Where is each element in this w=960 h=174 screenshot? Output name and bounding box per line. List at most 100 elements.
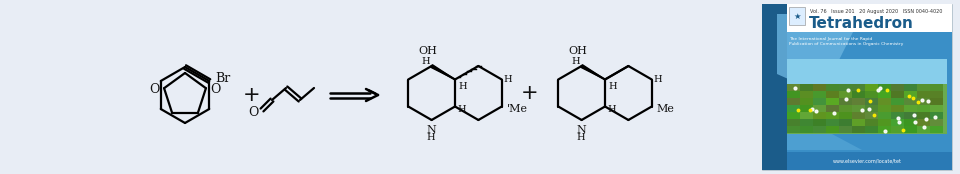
Bar — [762, 4, 952, 170]
Bar — [917, 91, 930, 98]
Bar — [878, 126, 891, 133]
Bar — [787, 59, 947, 134]
Bar — [852, 84, 865, 91]
Text: H: H — [607, 105, 615, 113]
Bar — [800, 91, 813, 98]
Bar — [891, 91, 904, 98]
Polygon shape — [581, 65, 605, 80]
Bar — [904, 98, 917, 105]
Bar — [865, 126, 878, 133]
Bar — [904, 112, 917, 119]
Bar — [826, 84, 839, 91]
Bar — [878, 84, 891, 91]
Bar — [852, 105, 865, 112]
Bar — [917, 119, 930, 126]
Bar — [852, 98, 865, 105]
Text: Me: Me — [657, 104, 675, 113]
Bar — [839, 119, 852, 126]
Text: H: H — [571, 57, 580, 65]
Bar — [904, 119, 917, 126]
Bar — [800, 119, 813, 126]
Bar — [839, 112, 852, 119]
Text: H: H — [457, 105, 466, 113]
Bar — [930, 112, 943, 119]
Bar — [878, 91, 891, 98]
Bar — [787, 98, 800, 105]
Polygon shape — [431, 65, 455, 80]
Bar — [917, 84, 930, 91]
Text: Br: Br — [215, 73, 230, 85]
Bar — [787, 112, 800, 119]
Text: H: H — [654, 75, 662, 84]
Bar — [800, 126, 813, 133]
Bar — [878, 119, 891, 126]
Bar — [930, 91, 943, 98]
Bar — [789, 7, 805, 25]
Bar — [891, 98, 904, 105]
Bar — [865, 112, 878, 119]
Bar — [800, 84, 813, 91]
Text: N: N — [577, 125, 587, 135]
Polygon shape — [787, 110, 862, 150]
Bar — [762, 4, 787, 170]
Text: www.elsevier.com/locate/tet: www.elsevier.com/locate/tet — [832, 159, 901, 164]
Bar — [787, 84, 800, 91]
Bar — [800, 105, 813, 112]
Bar — [930, 84, 943, 91]
Bar — [787, 105, 800, 112]
Bar — [878, 105, 891, 112]
Bar — [917, 112, 930, 119]
Bar — [787, 126, 800, 133]
Bar — [787, 59, 947, 84]
Bar — [891, 105, 904, 112]
Bar — [917, 105, 930, 112]
Bar — [904, 84, 917, 91]
Bar — [839, 105, 852, 112]
Bar — [917, 126, 930, 133]
Bar — [787, 119, 800, 126]
Text: Tetrahedron: Tetrahedron — [809, 17, 914, 31]
Bar — [917, 98, 930, 105]
Bar — [813, 126, 826, 133]
Polygon shape — [777, 14, 862, 94]
Bar — [787, 152, 952, 170]
Bar — [904, 126, 917, 133]
Bar — [813, 119, 826, 126]
Bar — [826, 126, 839, 133]
Bar — [787, 91, 800, 98]
Bar — [852, 119, 865, 126]
Bar — [930, 105, 943, 112]
Text: O: O — [249, 105, 259, 118]
Bar — [878, 112, 891, 119]
Text: O: O — [210, 83, 220, 96]
Bar — [930, 119, 943, 126]
Bar — [891, 119, 904, 126]
Bar — [839, 98, 852, 105]
Bar — [839, 84, 852, 91]
Bar — [813, 91, 826, 98]
Text: O: O — [150, 83, 160, 96]
Bar — [852, 126, 865, 133]
Bar — [865, 98, 878, 105]
Text: OH: OH — [568, 46, 588, 56]
Bar — [826, 98, 839, 105]
Bar — [904, 91, 917, 98]
Bar — [813, 84, 826, 91]
Bar — [826, 119, 839, 126]
Bar — [852, 91, 865, 98]
Bar — [813, 105, 826, 112]
Bar — [826, 105, 839, 112]
Bar — [826, 112, 839, 119]
Text: H: H — [458, 82, 467, 92]
Text: +: + — [521, 83, 539, 103]
Bar — [813, 112, 826, 119]
Bar — [800, 98, 813, 105]
Bar — [839, 126, 852, 133]
Bar — [891, 126, 904, 133]
Bar — [930, 126, 943, 133]
Text: N: N — [427, 125, 437, 135]
Text: H: H — [426, 133, 435, 142]
Bar — [852, 112, 865, 119]
Bar — [826, 91, 839, 98]
Text: H: H — [608, 82, 616, 92]
